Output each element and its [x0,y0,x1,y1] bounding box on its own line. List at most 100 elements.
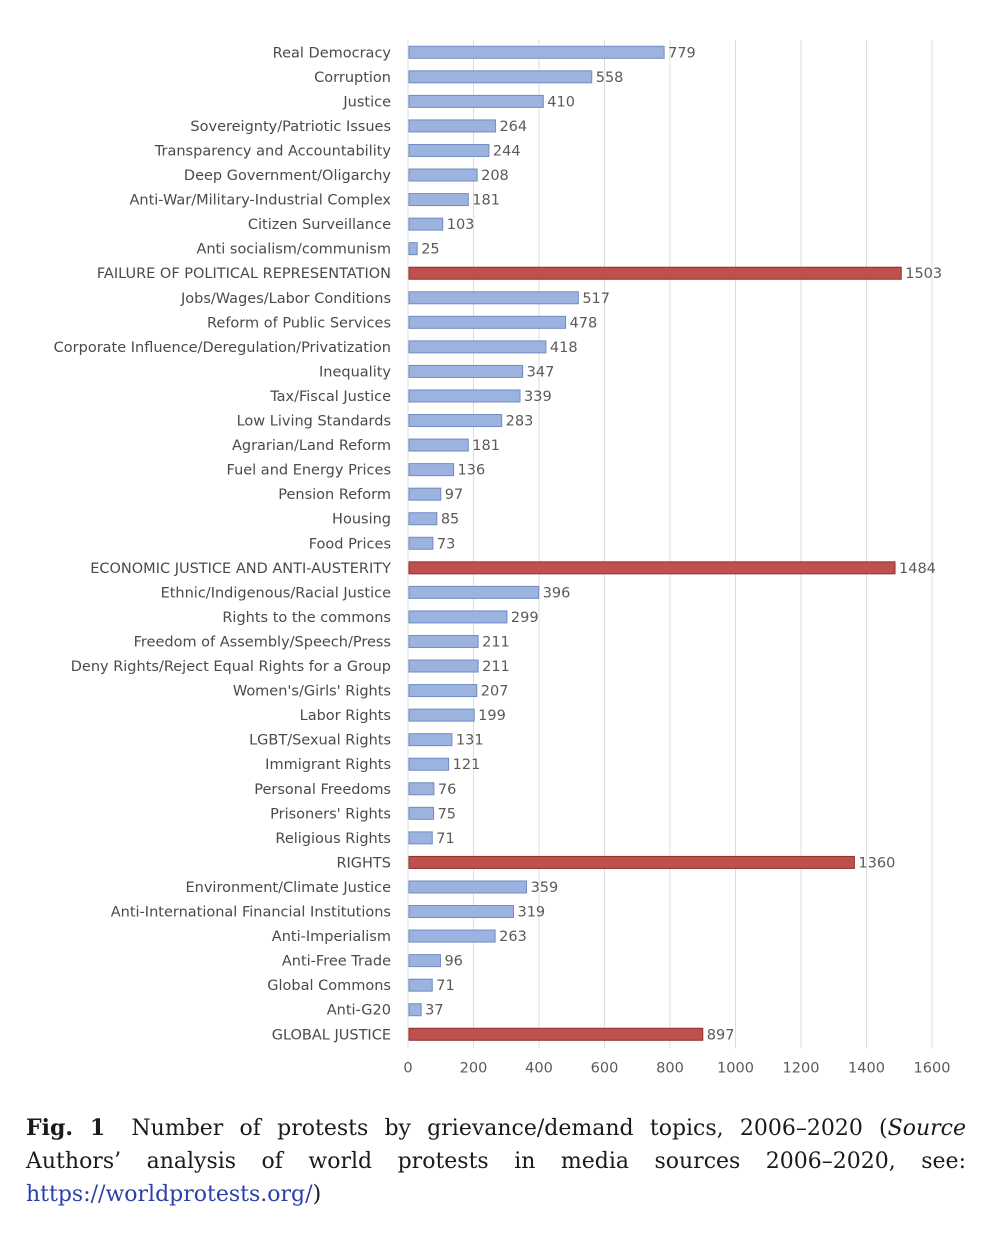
category-label: Deny Rights/Reject Equal Rights for a Gr… [71,659,391,675]
value-label: 103 [447,217,475,233]
category-label: Tax/Fiscal Justice [269,389,391,405]
value-label: 25 [421,242,439,258]
value-label: 418 [550,340,578,356]
category-label: Food Prices [309,536,391,552]
category-label: Corporate Influence/Deregulation/Privati… [54,340,391,356]
category-label: FAILURE OF POLITICAL REPRESENTATION [97,266,391,282]
category-label: Anti socialism/communism [196,242,391,258]
bar [408,585,540,599]
value-label: 244 [493,143,521,159]
bar [408,880,528,894]
bar [408,45,665,59]
bar [408,659,479,673]
category-label: Fuel and Energy Prices [227,463,391,479]
value-label: 136 [458,463,486,479]
value-label: 1484 [899,561,936,577]
total-bar [408,1027,704,1041]
value-label: 71 [436,831,454,847]
category-label: RIGHTS [336,855,391,871]
value-label: 211 [482,659,510,675]
category-label: ECONOMIC JUSTICE AND ANTI-AUSTERITY [90,561,391,577]
category-label: Global Commons [267,978,391,994]
bar [408,782,435,796]
category-label: Ethnic/Indigenous/Racial Justice [161,585,392,601]
category-label: Real Democracy [273,45,392,61]
bar [408,242,418,256]
value-label: 264 [499,119,527,135]
bar [408,831,433,845]
bar [408,733,453,747]
bar [408,684,478,698]
value-label: 71 [436,978,454,994]
figure-number: Fig. 1 [26,1115,106,1141]
x-tick-label: 1600 [914,1061,951,1077]
value-label: 359 [531,880,559,896]
bar [408,536,434,550]
category-label: Housing [332,512,391,528]
value-label: 208 [481,168,509,184]
value-label: 199 [478,708,506,724]
category-label: Anti-G20 [327,1003,391,1019]
bar [408,291,579,305]
value-label: 897 [707,1027,735,1043]
category-label: Labor Rights [300,708,391,724]
x-tick-label: 1400 [848,1061,885,1077]
bar [408,438,469,452]
value-label: 181 [472,193,500,209]
bar [408,364,524,378]
category-label: LGBT/Sexual Rights [249,733,391,749]
bar [408,978,433,992]
value-label: 73 [437,536,455,552]
category-label: Low Living Standards [237,414,391,430]
bar [408,1003,422,1017]
bar-chart: 0 200 400 600 800 1000 1200 1400 1600 Real Democr… [54,40,951,1077]
bar [408,193,469,207]
bar [408,708,475,722]
category-label: Freedom of Assembly/Speech/Press [134,634,391,650]
value-label: 347 [527,364,555,380]
value-label: 96 [444,954,462,970]
category-label: Anti-Free Trade [282,954,391,970]
category-label: Agrarian/Land Reform [232,438,391,454]
value-label: 319 [517,905,545,921]
category-label: Anti-Imperialism [272,929,391,945]
caption-link[interactable]: https://worldprotests.org/ [26,1182,313,1207]
category-label: Pension Reform [278,487,391,503]
category-label: Citizen Surveillance [248,217,391,233]
bar [408,414,503,428]
value-label: 478 [570,315,598,331]
figure-caption: Fig. 1 Number of protests by grievance/d… [26,1112,966,1211]
total-bar [408,855,855,869]
value-label: 263 [499,929,527,945]
bar [408,340,547,354]
x-tick-label: 0 [403,1061,412,1077]
caption-tail: ) [312,1182,322,1207]
value-label: 396 [543,585,571,601]
bar [408,168,478,182]
x-tick-label: 1200 [783,1061,820,1077]
value-label: 181 [472,438,500,454]
value-label: 207 [481,684,509,700]
value-label: 339 [524,389,552,405]
x-tick-label: 1000 [717,1061,754,1077]
category-label: GLOBAL JUSTICE [272,1027,391,1043]
category-label: Personal Freedoms [254,782,391,798]
value-label: 779 [668,45,696,61]
value-label: 97 [445,487,463,503]
category-label: Rights to the commons [222,610,391,626]
bar [408,143,490,157]
category-label: Transparency and Accountability [154,143,392,159]
category-label: Immigrant Rights [265,757,391,773]
bar [408,487,442,501]
category-label: Corruption [314,70,391,86]
value-label: 283 [506,414,534,430]
bar [408,315,567,329]
bar [408,217,444,231]
bar [408,757,450,771]
value-label: 37 [425,1003,443,1019]
category-label: Sovereignty/Patriotic Issues [190,119,391,135]
bar [408,806,435,820]
x-tick-label: 600 [591,1061,619,1077]
bar [408,119,496,133]
value-label: 517 [582,291,610,307]
